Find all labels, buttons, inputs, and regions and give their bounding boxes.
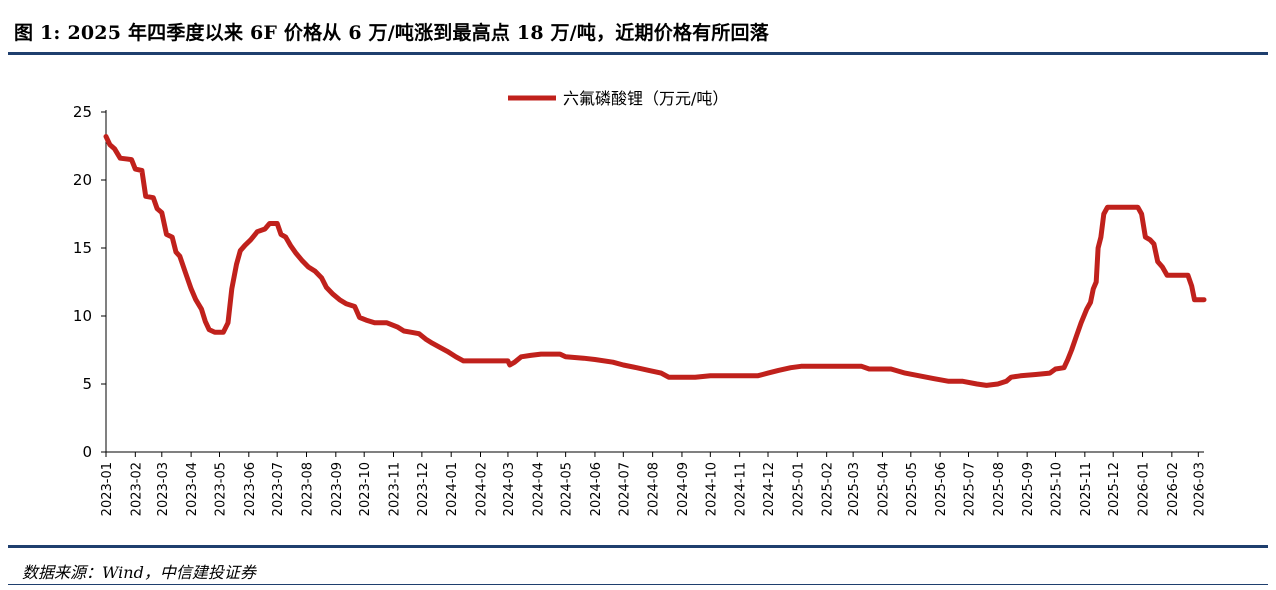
x-tick-label: 2023-03 — [156, 462, 171, 516]
x-tick-label: 2025-05 — [905, 462, 920, 516]
footer-rule — [8, 545, 1268, 548]
y-tick-label: 20 — [73, 171, 92, 189]
x-tick-label: 2025-11 — [1079, 462, 1094, 516]
x-tick-label: 2024-07 — [617, 462, 632, 516]
y-tick-label: 0 — [82, 443, 92, 461]
y-tick-label: 15 — [73, 239, 92, 257]
y-axis: 0 5 10 15 20 25 — [73, 103, 107, 461]
x-tick-label: 2024-12 — [762, 462, 777, 516]
x-tick-label: 2023-12 — [416, 462, 431, 516]
x-tick-label: 2025-10 — [1050, 462, 1065, 516]
x-tick-label: 2024-04 — [531, 462, 546, 516]
x-tick-label: 2024-03 — [502, 462, 517, 516]
x-tick-label: 2024-05 — [560, 462, 575, 516]
x-tick-label: 2025-08 — [992, 462, 1007, 516]
x-tick-label: 2024-08 — [647, 462, 662, 516]
x-tick-label: 2023-10 — [358, 462, 373, 516]
y-tick-label: 5 — [82, 375, 92, 393]
x-tick-label: 2024-10 — [704, 462, 719, 516]
x-tick-label: 2025-01 — [791, 462, 806, 516]
y-tick-label: 25 — [73, 103, 92, 121]
x-tick-label: 2023-09 — [330, 462, 345, 516]
x-tick-label: 2023-02 — [129, 462, 144, 516]
legend-label: 六氟磷酸锂（万元/吨） — [563, 89, 728, 108]
y-tick-label: 10 — [73, 307, 92, 325]
x-tick-label: 2025-06 — [934, 462, 949, 516]
x-tick-label: 2023-05 — [213, 462, 228, 516]
x-axis: 2023-01 2023-02 2023-03 2023-04 2023-05 2023-… — [100, 451, 1207, 516]
x-tick-label: 2023-04 — [185, 462, 200, 516]
x-tick-label: 2025-03 — [847, 462, 862, 516]
x-tick-label: 2024-01 — [445, 462, 460, 516]
x-tick-label: 2024-09 — [676, 462, 691, 516]
chart-title: 图 1: 2025 年四季度以来 6F 价格从 6 万/吨涨到最高点 18 万/… — [14, 22, 769, 44]
footer-rule-thin — [8, 584, 1268, 585]
x-tick-label: 2023-11 — [388, 462, 403, 516]
x-tick-label: 2023-07 — [271, 462, 286, 516]
x-tick-label: 2025-02 — [821, 462, 836, 516]
x-tick-label: 2024-06 — [589, 462, 604, 516]
x-tick-label: 2025-04 — [876, 462, 891, 516]
x-tick-label: 2025-09 — [1021, 462, 1036, 516]
x-tick-label: 2026-01 — [1137, 462, 1152, 516]
x-tick-label: 2023-06 — [243, 462, 258, 516]
header-rule — [8, 52, 1268, 55]
x-tick-label: 2026-03 — [1192, 462, 1207, 516]
legend: 六氟磷酸锂（万元/吨） — [508, 89, 728, 108]
x-tick-label: 2024-11 — [734, 462, 749, 516]
x-tick-label: 2023-08 — [300, 462, 315, 516]
x-tick-label: 2024-02 — [475, 462, 490, 516]
x-tick-label: 2025-07 — [963, 462, 978, 516]
source-note: 数据来源：Wind，中信建投证券 — [22, 563, 256, 582]
series-line-lipf6 — [103, 134, 1207, 388]
x-tick-label: 2023-01 — [100, 462, 115, 516]
x-tick-label: 2026-02 — [1166, 462, 1181, 516]
x-tick-label: 2025-12 — [1107, 462, 1122, 516]
